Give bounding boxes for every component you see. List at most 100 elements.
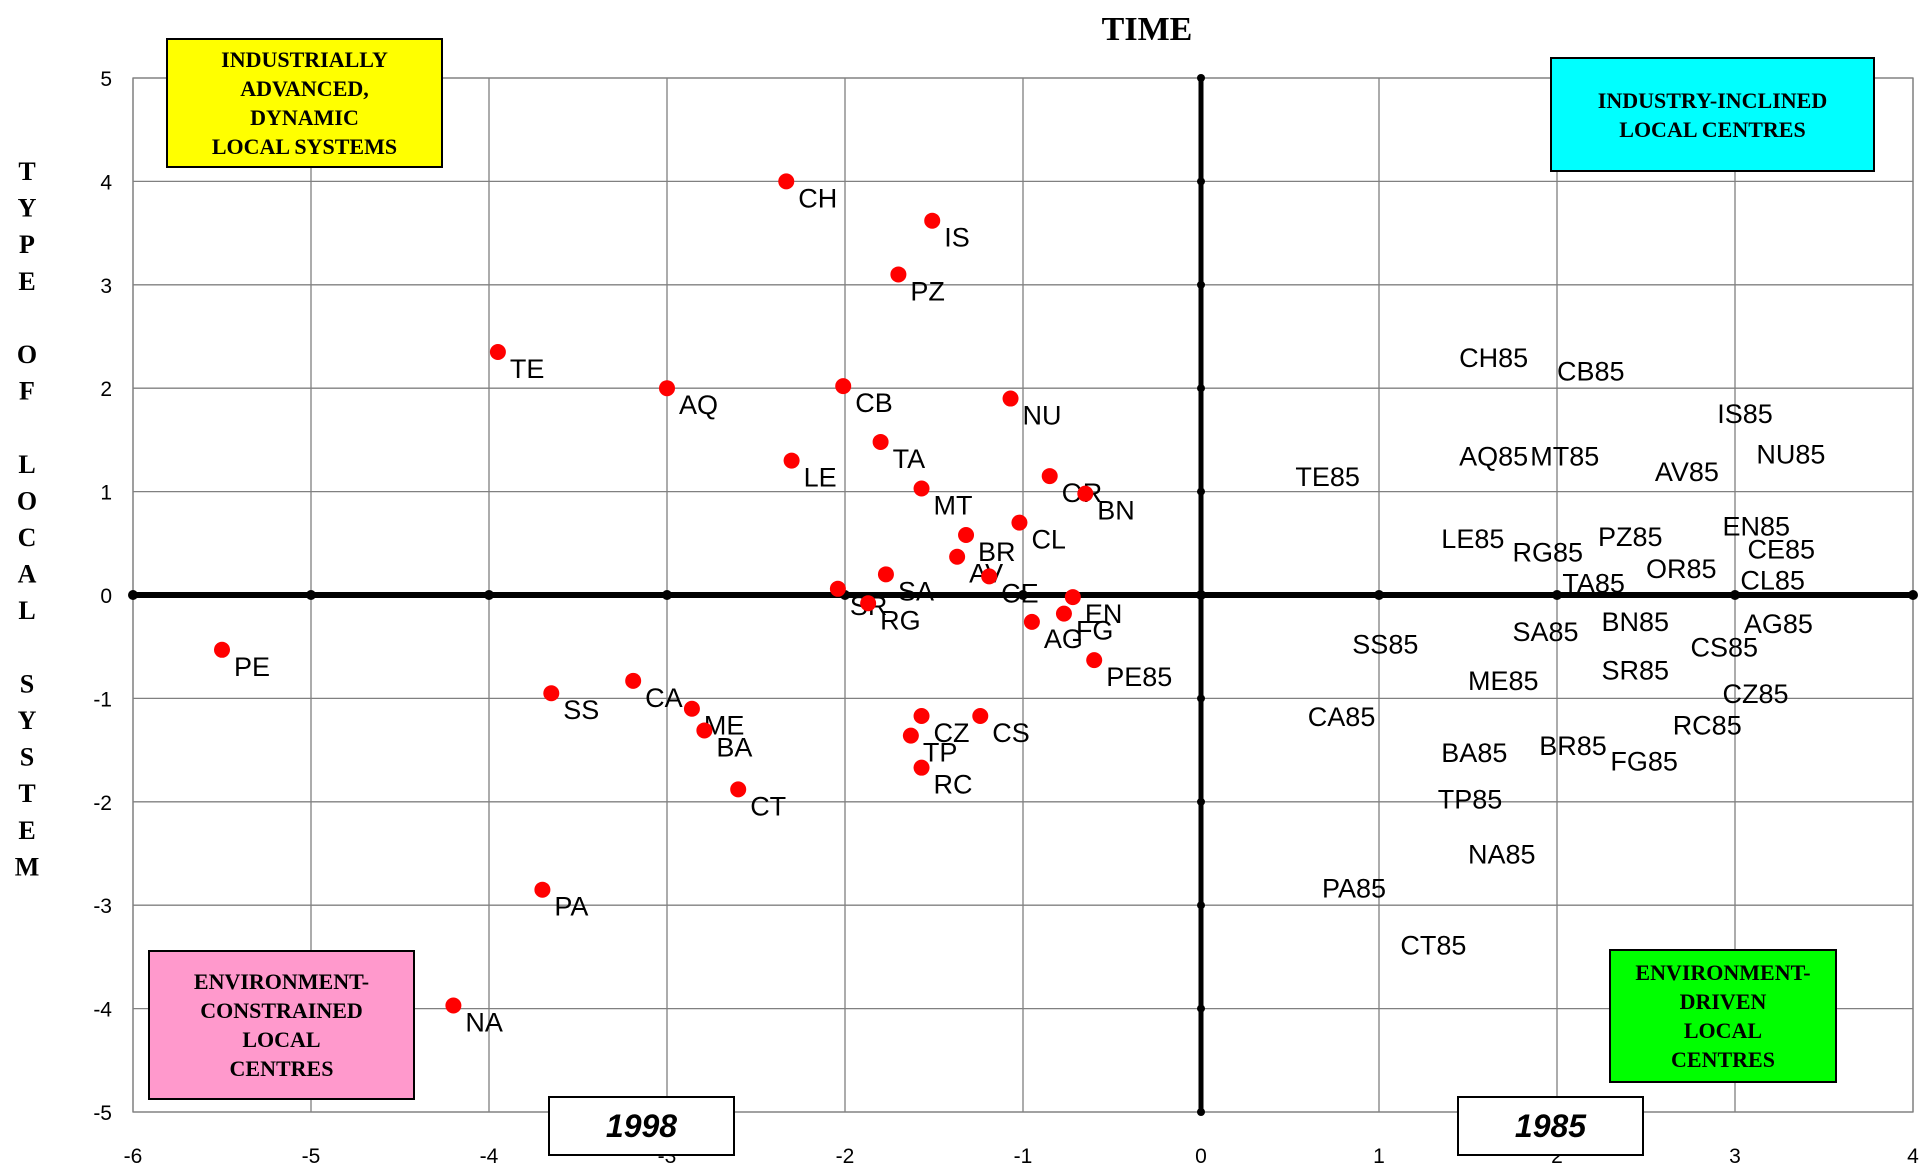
data-point-label: PZ85 <box>1598 522 1663 552</box>
data-point <box>1064 589 1081 606</box>
quadrant-label-line: DYNAMIC <box>250 105 359 130</box>
y-tick-label: 2 <box>100 378 112 401</box>
data-point-label: PA <box>554 892 588 922</box>
data-point-label: CB85 <box>1557 357 1625 387</box>
data-point-label: CT85 <box>1400 930 1466 960</box>
data-point <box>543 685 560 702</box>
data-point-label: CS85 <box>1691 633 1759 663</box>
y-axis-tick-mark <box>1197 901 1205 910</box>
y-tick-label: -4 <box>93 999 112 1022</box>
data-point-label: NU <box>1023 401 1062 431</box>
data-point-label: CE85 <box>1747 534 1815 564</box>
data-point <box>730 781 747 798</box>
y-axis-tick-mark <box>1197 797 1205 806</box>
quadrant-label-bottom-right: ENVIRONMENT- DRIVEN LOCAL CENTRES <box>1609 949 1837 1083</box>
y-axis-label-letter: O <box>17 486 37 515</box>
data-point <box>872 433 889 450</box>
data-point-label: CH85 <box>1459 343 1528 373</box>
y-axis-label-letter: F <box>19 377 35 406</box>
quadrant-label-line: ADVANCED, <box>240 76 369 101</box>
y-axis-label-letter: C <box>18 523 37 552</box>
data-point-label: NA <box>465 1007 503 1037</box>
x-tick-label: -4 <box>480 1145 499 1167</box>
data-point-label: IS85 <box>1717 399 1773 429</box>
data-point <box>972 707 989 724</box>
data-point-label: AQ <box>679 390 718 420</box>
data-point-label: RC85 <box>1673 710 1742 740</box>
data-point-label: BA <box>716 732 752 762</box>
data-point <box>902 727 919 744</box>
quadrant-label-line: CONSTRAINED <box>200 998 363 1023</box>
y-tick-label: 5 <box>100 68 112 91</box>
x-axis-tick-mark <box>662 590 672 600</box>
y-axis-label-letter: S <box>20 669 34 698</box>
y-tick-label: -5 <box>93 1102 112 1125</box>
x-tick-label: 3 <box>1729 1145 1741 1167</box>
quadrant-label-line: CENTRES <box>229 1056 334 1081</box>
data-point-label: PA85 <box>1322 874 1386 904</box>
data-point-label: PZ <box>910 276 945 306</box>
y-axis-label-letter: L <box>18 450 35 479</box>
data-point <box>1055 605 1072 622</box>
y-axis-tick-mark <box>1197 1108 1205 1116</box>
x-axis-tick-mark <box>1374 590 1384 600</box>
y-tick-label: 0 <box>100 585 112 608</box>
quadrant-label-line: LOCAL <box>1683 1018 1763 1043</box>
data-point-label: RG <box>880 605 921 635</box>
data-point <box>778 173 795 190</box>
data-point <box>683 700 700 717</box>
quadrant-label-bottom-left: ENVIRONMENT- CONSTRAINED LOCAL CENTRES <box>148 950 415 1100</box>
chart-title: TIME <box>1102 11 1193 48</box>
x-tick-labels: -6 -5 -4 -3 -2 -1 0 1 2 3 4 <box>124 1145 1920 1167</box>
data-point <box>890 266 907 283</box>
data-point-label: RC <box>934 770 973 800</box>
data-point-label: AQ85 <box>1459 441 1528 471</box>
y-axis-label-letter: Y <box>18 706 37 735</box>
y-axis-tick-mark <box>1197 694 1205 703</box>
data-point-label: LE <box>804 463 837 493</box>
quadrant-label-line: LOCAL SYSTEMS <box>211 134 398 159</box>
data-point-label: BN85 <box>1602 607 1670 637</box>
data-point <box>1023 613 1040 630</box>
data-point <box>860 595 877 612</box>
data-point <box>214 641 230 658</box>
x-axis-tick-mark <box>484 590 494 600</box>
data-points: CHISPZTEAQCBNULETAMTORBNCLBRSAAVCESRRGEN… <box>214 173 1825 1037</box>
data-point <box>696 722 713 739</box>
data-point <box>981 568 998 585</box>
y-axis-tick-mark <box>1197 280 1205 289</box>
data-point <box>625 672 642 689</box>
y-axis-tick-mark <box>1197 487 1205 496</box>
y-tick-label: 1 <box>100 482 112 505</box>
data-point-label: AV85 <box>1655 457 1719 487</box>
y-axis-tick-mark <box>1197 1004 1205 1013</box>
data-point-label: OR85 <box>1646 554 1717 584</box>
data-point-label: CS <box>992 718 1030 748</box>
data-point-label: BA85 <box>1441 738 1507 768</box>
data-point-label: SS <box>563 695 599 725</box>
y-tick-label: -2 <box>93 792 112 815</box>
data-point <box>949 548 966 565</box>
data-point <box>924 212 941 229</box>
data-point-label: CZ <box>934 718 970 748</box>
y-axis-label-letter: O <box>17 340 37 369</box>
data-point <box>913 707 930 724</box>
x-tick-label: -6 <box>124 1145 143 1167</box>
data-point-label: CZ85 <box>1723 679 1789 709</box>
data-point-label: TP85 <box>1438 785 1503 815</box>
data-point-label: IS <box>944 223 970 253</box>
y-axis-label-letter: M <box>15 852 40 881</box>
data-point <box>1011 514 1028 531</box>
data-point <box>1086 652 1103 669</box>
data-point-label: CB <box>855 388 893 418</box>
x-axis-tick-mark <box>1908 590 1918 600</box>
data-point-label: CT <box>750 791 786 821</box>
data-point <box>659 380 675 397</box>
y-axis-label-letter: Y <box>18 194 37 223</box>
data-point-label: AG85 <box>1744 609 1813 639</box>
data-point <box>913 759 930 776</box>
quadrant-label-line: DRIVEN <box>1679 989 1767 1014</box>
data-point-label: SA85 <box>1513 617 1579 647</box>
quadrant-label-line: INDUSTRIALLY <box>221 47 388 72</box>
